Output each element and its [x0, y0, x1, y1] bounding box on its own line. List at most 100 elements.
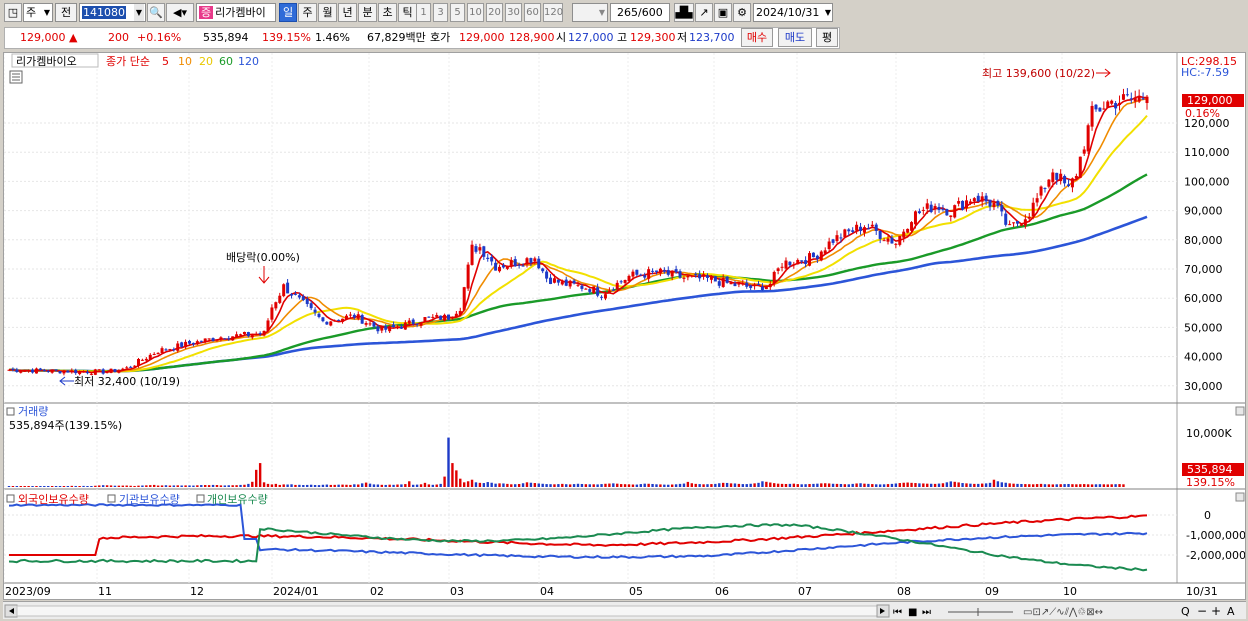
- candle-body: [352, 314, 356, 318]
- custom-interval-input[interactable]: ▼: [572, 3, 608, 22]
- candle-body: [89, 373, 93, 375]
- chevron-down-icon[interactable]: ▼: [133, 4, 144, 21]
- draw-line-icon[interactable]: ↗: [695, 3, 713, 22]
- volume-bar: [1094, 484, 1098, 487]
- interval-button-10[interactable]: 10: [467, 3, 484, 22]
- close-panel-icon[interactable]: [1235, 492, 1245, 502]
- volume-bar: [47, 486, 50, 487]
- stock-name-field[interactable]: 증 리가켐바이: [196, 3, 276, 22]
- candle-body: [596, 287, 600, 296]
- eval-button[interactable]: 평: [816, 28, 838, 47]
- scroll-track[interactable]: [16, 605, 882, 617]
- panel-toggle-icon[interactable]: [107, 494, 116, 503]
- candle-body: [372, 322, 376, 327]
- buy-button[interactable]: 매수: [741, 28, 773, 47]
- period-tab-6[interactable]: 틱: [398, 3, 417, 22]
- rewind-icon[interactable]: ⏮: [893, 607, 902, 618]
- close-panel-icon[interactable]: [1235, 406, 1245, 416]
- zoom-icon[interactable]: Q: [1181, 605, 1190, 618]
- period-tab-1[interactable]: 주: [298, 3, 317, 22]
- candle-body: [976, 195, 980, 202]
- save-icon[interactable]: ▣: [714, 3, 732, 22]
- candle-body: [906, 228, 910, 233]
- interval-button-3[interactable]: 3: [433, 3, 448, 22]
- volume-bar: [459, 478, 462, 487]
- candle-body: [1094, 104, 1098, 110]
- candle-body: [246, 332, 250, 337]
- chart-canvas[interactable]: 120,000 110,000 100,000 90,000 80,000 70,000 6…: [3, 53, 1246, 599]
- chart-area[interactable]: 120,000 110,000 100,000 90,000 80,000 70,000 6…: [3, 52, 1246, 600]
- stop-icon[interactable]: ■: [908, 607, 917, 618]
- interval-button-5[interactable]: 5: [450, 3, 465, 22]
- code-input[interactable]: 141080 ▼: [79, 3, 146, 22]
- interval-button-20[interactable]: 20: [486, 3, 503, 22]
- interval-button-60[interactable]: 60: [524, 3, 541, 22]
- volume-bar: [816, 483, 819, 487]
- period-tab-4[interactable]: 분: [358, 3, 377, 22]
- volume-bar: [145, 485, 148, 487]
- candle-body: [498, 266, 502, 272]
- period-tab-3[interactable]: 년: [338, 3, 357, 22]
- volume-bar: [761, 481, 764, 487]
- candle-body: [1051, 172, 1055, 183]
- interval-button-30[interactable]: 30: [505, 3, 522, 22]
- candle-body: [136, 358, 140, 366]
- candle-body: [682, 277, 686, 279]
- chevron-down-icon: ▼: [598, 8, 605, 17]
- volume-axis-label: 10,000K: [1186, 427, 1232, 440]
- volume-bar: [824, 483, 827, 487]
- chart-type-icon[interactable]: ▟▙: [674, 3, 694, 22]
- volume-bar: [659, 484, 662, 487]
- period-tab-2[interactable]: 월: [318, 3, 337, 22]
- period-tab-5[interactable]: 초: [378, 3, 397, 22]
- volume-bar: [152, 484, 156, 487]
- volume-bar: [690, 483, 693, 487]
- candle-body: [74, 369, 78, 374]
- date-input[interactable]: 2024/10/31 ▼: [753, 3, 833, 22]
- candle-body: [333, 320, 337, 322]
- volume-bar: [141, 485, 144, 487]
- panel-toggle-icon[interactable]: [196, 494, 205, 503]
- candle-body: [505, 266, 509, 269]
- interval-button-120[interactable]: 120: [543, 3, 563, 22]
- playback-controls[interactable]: ⏮ ■ ⏭: [893, 607, 931, 618]
- zoom-slider[interactable]: [948, 608, 1013, 616]
- calendar-icon[interactable]: ▼: [824, 8, 831, 17]
- ask-price: 129,000: [459, 31, 505, 44]
- gear-icon[interactable]: ⚙: [733, 3, 751, 22]
- volume-bar: [988, 482, 992, 487]
- volume-bar: [517, 483, 521, 487]
- font-size-icon[interactable]: A: [1227, 605, 1235, 618]
- zoom-out-icon[interactable]: −: [1197, 604, 1207, 618]
- candle-body: [1059, 173, 1063, 182]
- scrollbar[interactable]: ⏮ ■ ⏭ ▭⊡↗⟋∿⫽⋀♲⊠↔ Q − + A: [3, 602, 1246, 620]
- ma10-line: [8, 98, 1148, 373]
- volume-bar: [329, 484, 332, 487]
- zoom-in-icon[interactable]: +: [1211, 604, 1221, 618]
- candle-body: [211, 338, 215, 342]
- draw-tools-icon[interactable]: ▭⊡↗⟋∿⫽⋀♲⊠↔: [1023, 607, 1103, 618]
- price-mode-button[interactable]: 전: [55, 3, 77, 22]
- speaker-icon[interactable]: ◀▾: [166, 3, 194, 22]
- panel-toggle-icon[interactable]: [6, 407, 15, 416]
- volume-bar: [871, 484, 874, 487]
- candle-body: [894, 243, 898, 245]
- period-tab-0[interactable]: 일: [279, 3, 297, 22]
- count-input[interactable]: 265/600: [610, 3, 670, 22]
- panel-toggle-icon[interactable]: [6, 494, 15, 503]
- volume-bar: [258, 463, 262, 487]
- volume-bar: [1075, 484, 1078, 487]
- candle-body: [917, 211, 921, 214]
- candle-body: [651, 270, 655, 272]
- play-icon[interactable]: ⏭: [922, 607, 931, 618]
- interval-button-1[interactable]: 1: [416, 3, 431, 22]
- sell-button[interactable]: 매도: [778, 28, 812, 47]
- volume-bar: [867, 483, 870, 487]
- window-menu-icon[interactable]: ◳: [4, 3, 22, 22]
- volume-bar: [521, 483, 525, 487]
- search-icon[interactable]: 🔍: [147, 3, 165, 22]
- market-select[interactable]: 주 ▼: [23, 3, 53, 22]
- volume-bar: [278, 484, 281, 487]
- candle-body: [941, 208, 945, 210]
